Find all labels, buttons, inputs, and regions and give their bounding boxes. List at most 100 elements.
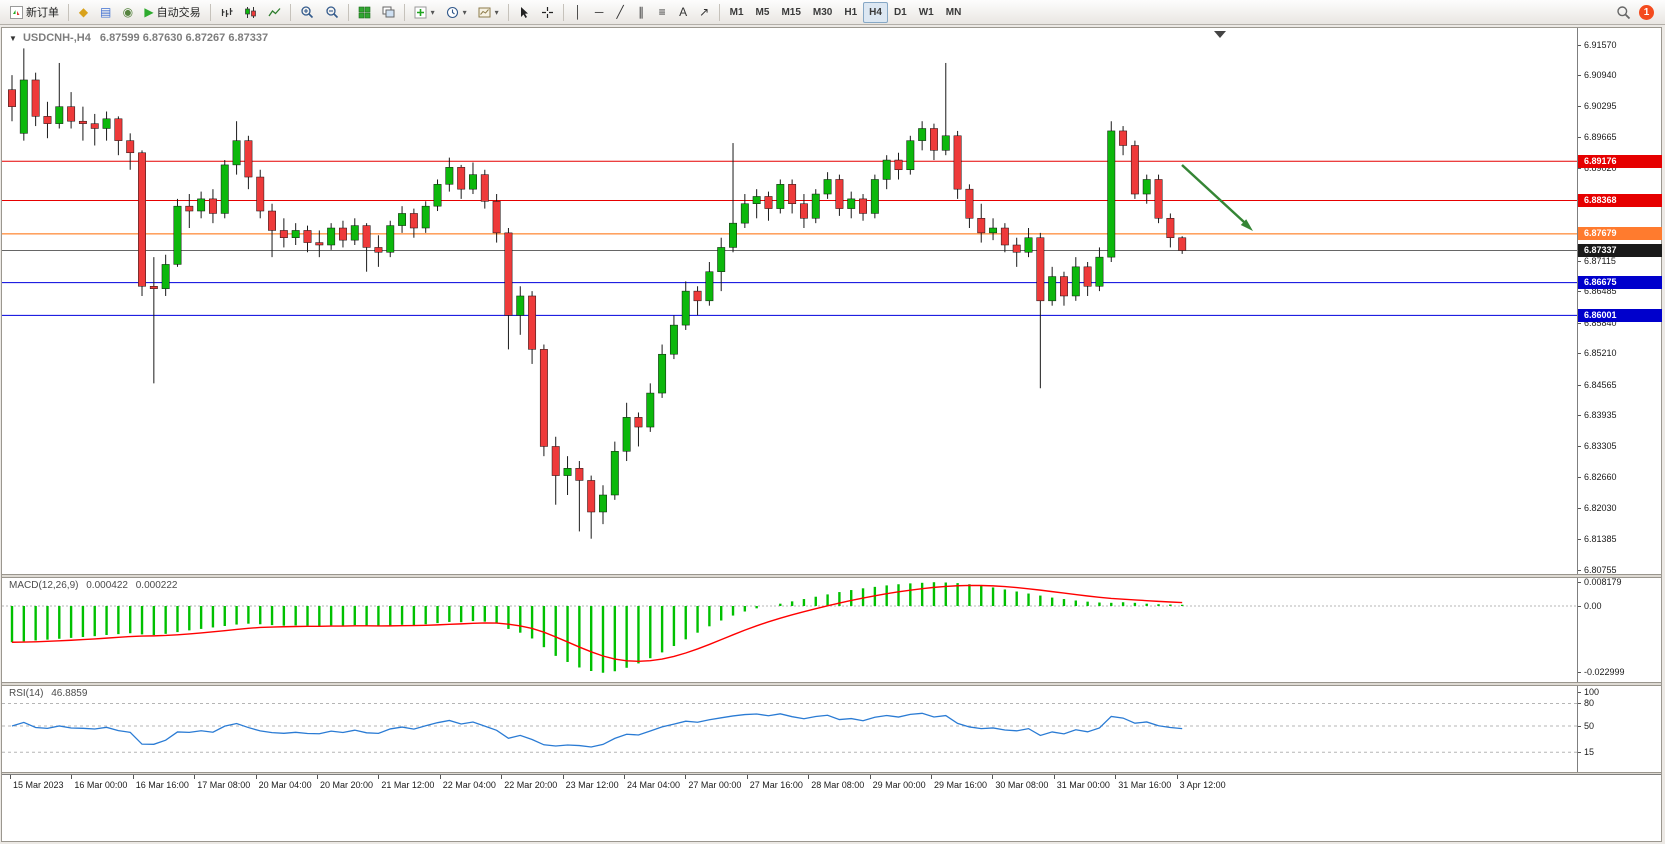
timeframe-m15-button[interactable]: M15 bbox=[775, 2, 806, 23]
horizontal-lines bbox=[2, 160, 1577, 316]
price-axis-label: 6.82030 bbox=[1584, 502, 1617, 513]
time-axis[interactable]: 15 Mar 2023 16 Mar 00:00 16 Mar 16:00 17 Ma… bbox=[2, 774, 1661, 792]
time-axis-label: 31 Mar 00:00 bbox=[1056, 780, 1110, 790]
time-axis-label: 31 Mar 16:00 bbox=[1118, 780, 1172, 790]
zoom-in-icon bbox=[300, 6, 313, 19]
macd-axis-label: -0.022999 bbox=[1584, 667, 1625, 678]
price-axis-label: 6.83305 bbox=[1584, 440, 1617, 451]
price-axis-label: 6.91570 bbox=[1584, 39, 1617, 50]
zoom-in-button[interactable] bbox=[295, 2, 319, 23]
chevron-down-icon: ▾ bbox=[494, 7, 499, 17]
trendline-button[interactable]: ╱ bbox=[610, 2, 631, 23]
time-axis-label: 27 Mar 16:00 bbox=[749, 780, 803, 790]
price-axis-label: 6.85840 bbox=[1584, 317, 1617, 328]
time-axis-label: 24 Mar 04:00 bbox=[627, 780, 681, 790]
timeframe-w1-button[interactable]: W1 bbox=[913, 2, 940, 23]
time-axis-label: 16 Mar 16:00 bbox=[135, 780, 189, 790]
equidistant-channel-icon: ∥ bbox=[638, 5, 645, 19]
chart-window: ▼ USDCNH-,H4 6.87599 6.87630 6.87267 6.8… bbox=[1, 27, 1662, 842]
equidistant-channel-button[interactable]: ∥ bbox=[631, 2, 652, 23]
time-axis-label: 22 Mar 04:00 bbox=[442, 780, 496, 790]
rsi-axis-label: 100 bbox=[1584, 686, 1600, 697]
timeframe-h1-button[interactable]: H1 bbox=[838, 2, 863, 23]
price-axis-label: 6.80755 bbox=[1584, 564, 1617, 575]
macd-axis-label: 0.00 bbox=[1584, 600, 1602, 611]
candlestick-chart-button[interactable] bbox=[239, 2, 262, 23]
chart-shift-marker[interactable] bbox=[1214, 31, 1226, 38]
cascade-windows-button[interactable] bbox=[377, 2, 400, 23]
new-order-label: 新订单 bbox=[26, 7, 59, 19]
rsi-panel: RSI(14) 46.8859 100 80 50 15 bbox=[2, 686, 1661, 772]
vertical-line-button[interactable]: │ bbox=[568, 2, 589, 23]
trend-arrow-annotation[interactable] bbox=[1181, 164, 1253, 231]
templates-button[interactable]: ▾ bbox=[473, 2, 504, 23]
time-axis-label: 16 Mar 00:00 bbox=[74, 780, 128, 790]
line-chart-button[interactable] bbox=[263, 2, 286, 23]
macd-axis-label: 0.008179 bbox=[1584, 576, 1622, 587]
line-chart-icon bbox=[268, 7, 281, 16]
arrows-button[interactable]: ↗ bbox=[694, 2, 715, 23]
trendline-icon: ╱ bbox=[616, 5, 624, 19]
zoom-out-button[interactable] bbox=[320, 2, 344, 23]
price-badge: 6.88368 bbox=[1578, 193, 1662, 207]
timeframe-m30-button[interactable]: M30 bbox=[807, 2, 838, 23]
price-axis-label: 6.83935 bbox=[1584, 410, 1617, 421]
new-order-button[interactable]: 新订单 bbox=[5, 2, 64, 23]
macd-canvas[interactable] bbox=[2, 578, 1577, 682]
auto-trading-icon: ▶ bbox=[144, 5, 154, 19]
auto-trading-button[interactable]: ▶ 自动交易 bbox=[139, 2, 205, 23]
price-badge: 6.86001 bbox=[1578, 308, 1662, 322]
separator bbox=[562, 3, 564, 21]
timeframe-d1-button[interactable]: D1 bbox=[888, 2, 913, 23]
indicators-icon bbox=[414, 6, 427, 18]
market-watch-button[interactable]: ◆ bbox=[73, 2, 94, 23]
search-button[interactable] bbox=[1611, 2, 1636, 23]
separator bbox=[718, 3, 720, 21]
timeframe-h4-button[interactable]: H4 bbox=[863, 1, 888, 23]
navigator-icon: ▤ bbox=[100, 5, 112, 19]
navigator-button[interactable]: ▤ bbox=[95, 2, 116, 23]
cursor-button[interactable] bbox=[513, 2, 535, 23]
timeframe-m5-button[interactable]: M5 bbox=[750, 2, 776, 23]
panel-divider[interactable] bbox=[2, 772, 1661, 774]
cascade-windows-icon bbox=[382, 6, 395, 17]
candlestick-chart-icon bbox=[244, 6, 256, 18]
periods-button[interactable]: ▾ bbox=[441, 2, 472, 23]
time-axis-label: 15 Mar 2023 bbox=[13, 780, 64, 790]
timeframe-m1-button[interactable]: M1 bbox=[724, 2, 750, 23]
tile-windows-button[interactable] bbox=[353, 2, 376, 23]
price-axis-label: 6.84565 bbox=[1584, 379, 1617, 390]
panel-divider[interactable] bbox=[2, 682, 1661, 686]
price-chart-canvas[interactable] bbox=[2, 28, 1577, 574]
text-label-button[interactable]: A bbox=[673, 2, 694, 23]
time-axis-label: 20 Mar 04:00 bbox=[258, 780, 312, 790]
rsi-axis-label: 80 bbox=[1584, 698, 1595, 708]
horizontal-line-button[interactable]: ─ bbox=[589, 2, 610, 23]
macd-signal-line bbox=[11, 584, 1183, 663]
crosshair-button[interactable] bbox=[536, 2, 559, 23]
notification-badge[interactable]: 1 bbox=[1639, 4, 1654, 20]
timeframe-mn-button[interactable]: MN bbox=[940, 2, 968, 23]
time-axis-label: 27 Mar 00:00 bbox=[688, 780, 742, 790]
terminal-button[interactable]: ◉ bbox=[117, 2, 138, 23]
price-axis[interactable]: 6.91570 6.90940 6.90295 6.89665 6.89020 6.871… bbox=[1577, 28, 1662, 575]
arrows-icon: ↗ bbox=[699, 5, 710, 19]
fibonacci-retracement-button[interactable]: ≡ bbox=[652, 2, 673, 23]
search-icon bbox=[1617, 5, 1631, 19]
price-chart-panel: ▼ USDCNH-,H4 6.87599 6.87630 6.87267 6.8… bbox=[2, 28, 1662, 575]
rsi-canvas[interactable] bbox=[2, 686, 1577, 772]
time-axis-label: 21 Mar 12:00 bbox=[381, 780, 435, 790]
time-axis-label: 22 Mar 20:00 bbox=[504, 780, 558, 790]
bar-chart-button[interactable] bbox=[215, 2, 238, 23]
separator bbox=[347, 3, 349, 21]
fibonacci-retracement-icon: ≡ bbox=[658, 5, 666, 19]
terminal-icon: ◉ bbox=[122, 5, 134, 19]
rsi-axis[interactable]: 100 80 50 15 bbox=[1577, 686, 1661, 772]
macd-axis[interactable]: 0.008179 0.00 -0.022999 bbox=[1577, 576, 1661, 682]
indicators-button[interactable]: ▾ bbox=[409, 2, 440, 23]
candlestick-series[interactable] bbox=[8, 48, 1187, 539]
panel-divider[interactable] bbox=[2, 574, 1661, 578]
time-axis-label: 23 Mar 12:00 bbox=[565, 780, 619, 790]
price-axis-label: 6.90940 bbox=[1584, 70, 1617, 81]
price-axis-label: 6.86485 bbox=[1584, 286, 1617, 297]
